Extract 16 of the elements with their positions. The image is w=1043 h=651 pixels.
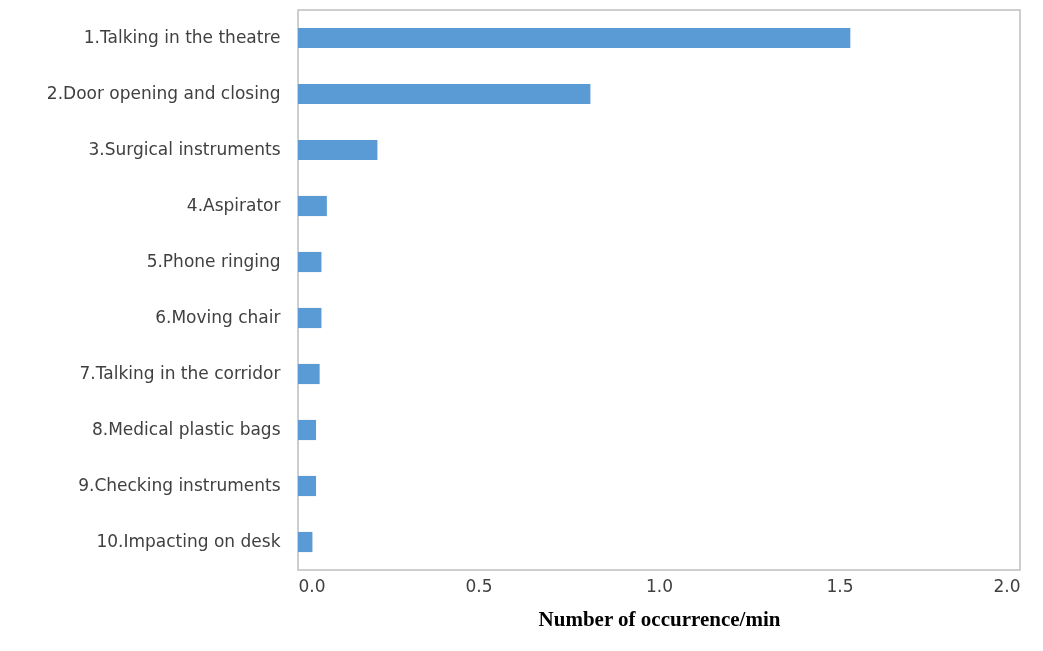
x-tick-label: 0.0 xyxy=(298,575,326,596)
x-tick-label: 0.5 xyxy=(465,575,493,596)
x-tick-label: 2.0 xyxy=(993,575,1021,596)
y-tick-label: 2.Door opening and closing xyxy=(46,83,281,103)
y-tick-label: 7.Talking in the corridor xyxy=(79,363,281,383)
x-tick-label: 1.5 xyxy=(826,575,854,596)
y-tick-label: 6.Moving chair xyxy=(155,307,281,327)
y-tick-label: 8.Medical plastic bags xyxy=(91,419,281,439)
x-axis-title: Number of occurrence/min xyxy=(538,606,781,631)
y-tick-label: 5.Phone ringing xyxy=(146,251,281,271)
y-tick-label: 10.Impacting on desk xyxy=(96,531,281,551)
y-tick-label: 9.Checking instruments xyxy=(78,475,281,495)
y-tick-label: 1.Talking in the theatre xyxy=(83,27,281,47)
y-tick-label: 4.Aspirator xyxy=(186,195,281,215)
x-tick-label: 1.0 xyxy=(645,575,674,596)
y-tick-label: 3.Surgical instruments xyxy=(88,139,281,159)
